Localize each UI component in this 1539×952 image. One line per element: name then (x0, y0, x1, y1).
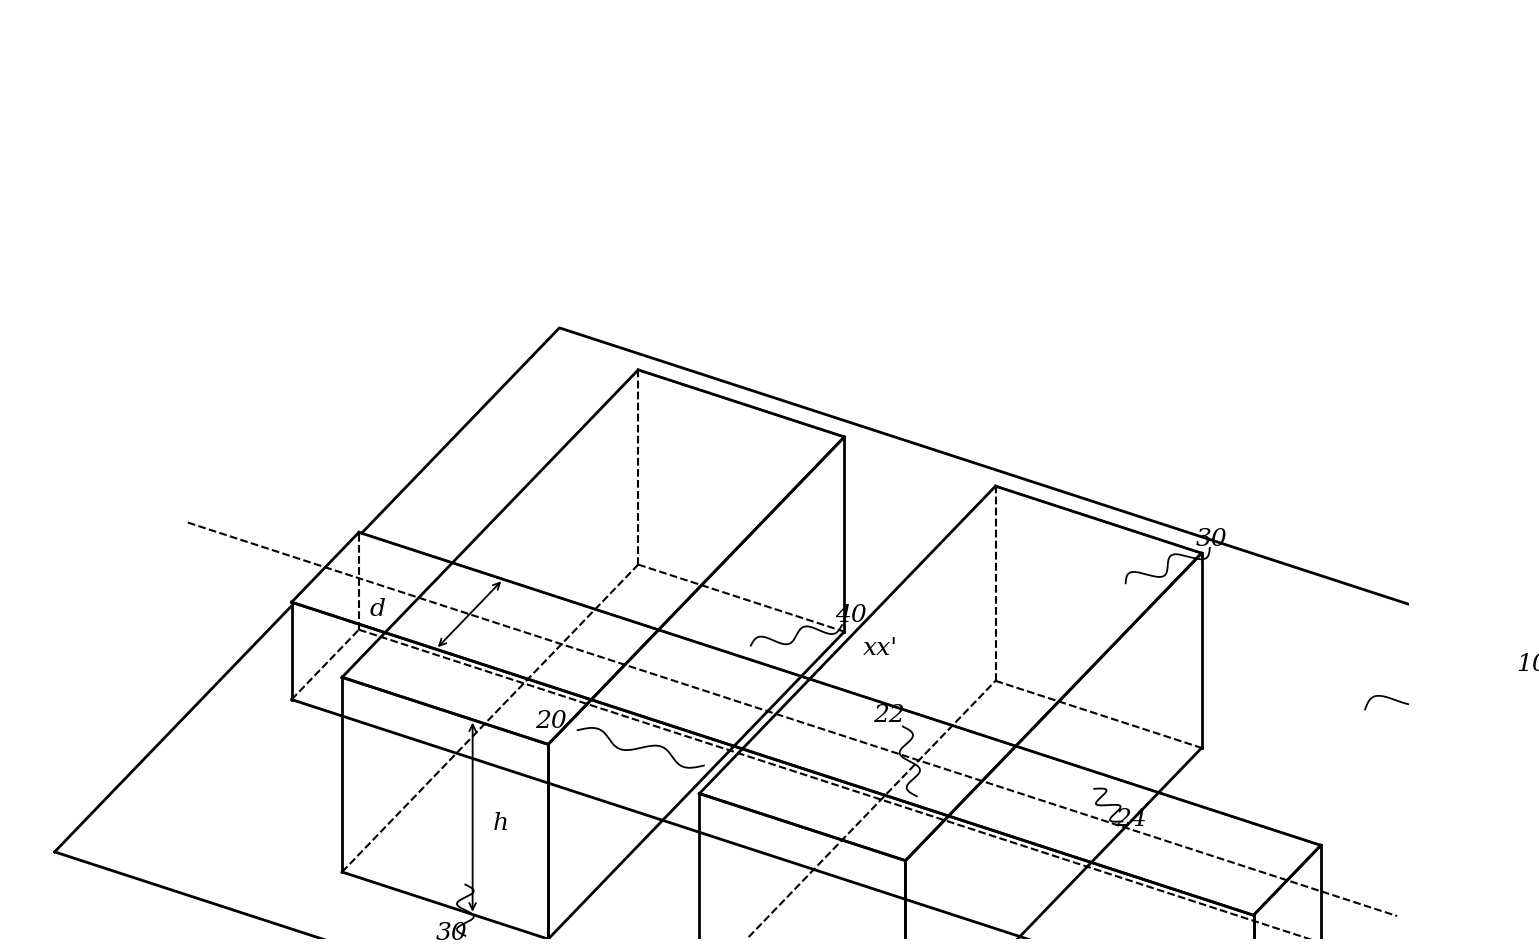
Text: 10: 10 (1516, 653, 1539, 676)
Text: d: d (369, 598, 385, 621)
Polygon shape (54, 327, 1539, 952)
Polygon shape (699, 486, 1202, 861)
Text: h: h (492, 812, 509, 835)
Text: xx': xx' (863, 637, 899, 660)
Text: 30: 30 (1196, 528, 1228, 551)
Polygon shape (905, 553, 1202, 952)
Polygon shape (548, 437, 845, 939)
Polygon shape (699, 681, 1202, 952)
Polygon shape (1254, 845, 1320, 952)
Polygon shape (342, 677, 548, 939)
Polygon shape (699, 794, 905, 952)
Polygon shape (291, 532, 1320, 915)
Polygon shape (291, 603, 1254, 952)
Text: 22: 22 (873, 704, 905, 726)
Text: 40: 40 (836, 605, 866, 627)
Polygon shape (342, 370, 845, 744)
Text: 24: 24 (1116, 808, 1147, 831)
Text: 20: 20 (536, 710, 568, 733)
Text: 30: 30 (436, 922, 468, 945)
Polygon shape (291, 629, 1320, 952)
Polygon shape (342, 565, 845, 939)
